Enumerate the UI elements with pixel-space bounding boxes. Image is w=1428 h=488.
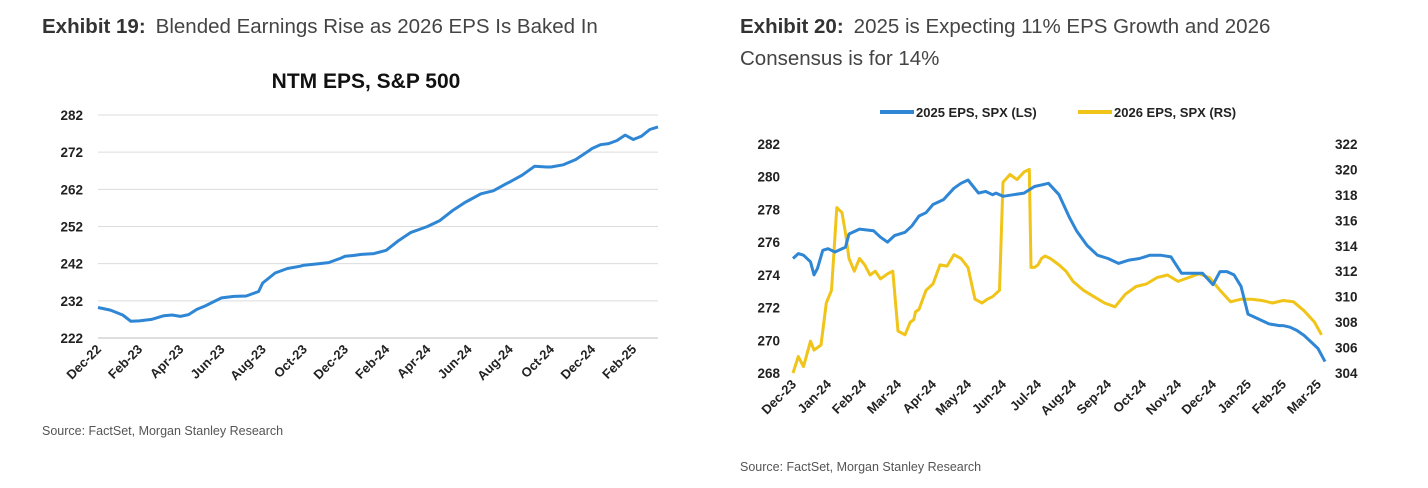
x-tick-label: Oct-23 [271, 342, 310, 381]
x-tick-label: Feb-24 [352, 341, 393, 382]
y-right-tick-label: 314 [1335, 239, 1358, 254]
exhibit-20-number: Exhibit 20: [740, 15, 844, 38]
x-tick-label: Apr-23 [147, 342, 187, 382]
eps-2025-series-line [791, 178, 1327, 363]
x-tick-label: Jun-24 [969, 376, 1010, 417]
y-left-tick-label: 276 [757, 235, 780, 250]
y-right-tick-label: 312 [1335, 264, 1358, 279]
x-tick-label: Oct-24 [518, 341, 558, 381]
exhibit-20-title-line2: Consensus is for 14% [740, 47, 940, 70]
x-tick-label: Aug-23 [227, 342, 269, 384]
chart-ntm-eps: NTM EPS, S&P 500 222 232 242 252 262 272 282 D… [60, 70, 659, 384]
y-tick-label: 272 [60, 145, 83, 160]
x-tick-label: Dec-24 [557, 341, 598, 382]
x-tick-label: Dec-23 [758, 377, 799, 418]
x-tick-label: Jun-23 [187, 342, 227, 382]
eps-2026-series-line [791, 167, 1323, 374]
x-tick-label: Feb-25 [1249, 377, 1289, 417]
y-tick-label: 232 [60, 294, 83, 309]
x-tick-label: Jan-25 [1214, 377, 1254, 417]
x-tick-label: Oct-24 [1110, 376, 1150, 416]
y-left-tick-label: 280 [757, 170, 780, 185]
exhibit-20-title-line1: 2025 is Expecting 11% EPS Growth and 202… [853, 15, 1271, 38]
x-tick-label: Nov-24 [1143, 376, 1185, 418]
y-tick-label: 282 [60, 108, 83, 123]
exhibit-19-title: Exhibit 19: Blended Earnings Rise as 2026… [42, 11, 598, 43]
y-right-tick-label: 306 [1335, 341, 1358, 356]
x-tick-label: Sep-24 [1073, 376, 1114, 417]
y-left-tick-label: 282 [757, 137, 780, 152]
x-tick-label: Aug-24 [1037, 376, 1079, 418]
y-right-tick-label: 316 [1335, 213, 1358, 228]
y-left-tick-label: 270 [757, 333, 780, 348]
y-tick-label: 262 [60, 182, 83, 197]
legend: 2025 EPS, SPX (LS) 2026 EPS, SPX (RS) [880, 105, 1236, 120]
y-right-tick-label: 308 [1335, 315, 1358, 330]
x-tick-label: Feb-24 [829, 376, 870, 417]
ntm-eps-series-line [97, 125, 659, 323]
x-tick-label: Apr-24 [394, 341, 434, 381]
chart-eps-2025-2026: 2025 EPS, SPX (LS) 2026 EPS, SPX (RS) 26… [757, 105, 1358, 418]
y-right-tick-label: 318 [1335, 188, 1358, 203]
y-left-tick-label: 274 [757, 268, 780, 283]
y-right-tick-label: 310 [1335, 290, 1358, 305]
x-tick-label: Dec-22 [63, 342, 104, 383]
x-tick-label: Mar-24 [864, 376, 905, 417]
legend-label-2026: 2026 EPS, SPX (RS) [1114, 105, 1236, 120]
x-tick-label: Mar-25 [1284, 377, 1324, 417]
chart-ntm-eps-title: NTM EPS, S&P 500 [272, 70, 461, 93]
y-tick-label: 252 [60, 220, 83, 235]
exhibit-19-source: Source: FactSet, Morgan Stanley Research [42, 424, 284, 438]
x-tick-label: Jun-24 [434, 341, 475, 382]
x-tick-label: Jan-24 [794, 376, 834, 416]
x-tick-label: Dec-23 [310, 342, 351, 383]
y-right-tick-label: 304 [1335, 366, 1358, 381]
exhibit-20-source: Source: FactSet, Morgan Stanley Research [740, 460, 982, 474]
y-left-tick-label: 272 [757, 301, 780, 316]
x-tick-label: Dec-24 [1178, 376, 1219, 417]
y-tick-label: 242 [60, 257, 83, 272]
exhibit-19-number: Exhibit 19: [42, 15, 146, 38]
exhibit-20-title: Exhibit 20: 2025 is Expecting 11% EPS Gro… [740, 11, 1420, 75]
x-tick-label: May-24 [932, 376, 974, 418]
legend-label-2025: 2025 EPS, SPX (LS) [916, 105, 1037, 120]
y-left-tick-label: 268 [757, 366, 780, 381]
y-right-tick-label: 322 [1335, 137, 1358, 152]
y-left-tick-label: 278 [757, 202, 780, 217]
y-right-tick-label: 320 [1335, 162, 1358, 177]
x-tick-label: Feb-25 [599, 342, 639, 382]
x-tick-label: Feb-23 [105, 342, 145, 382]
exhibit-19-title-text: Blended Earnings Rise as 2026 EPS Is Bak… [155, 15, 598, 38]
y-tick-label: 222 [60, 331, 83, 346]
x-tick-label: Aug-24 [474, 341, 516, 383]
